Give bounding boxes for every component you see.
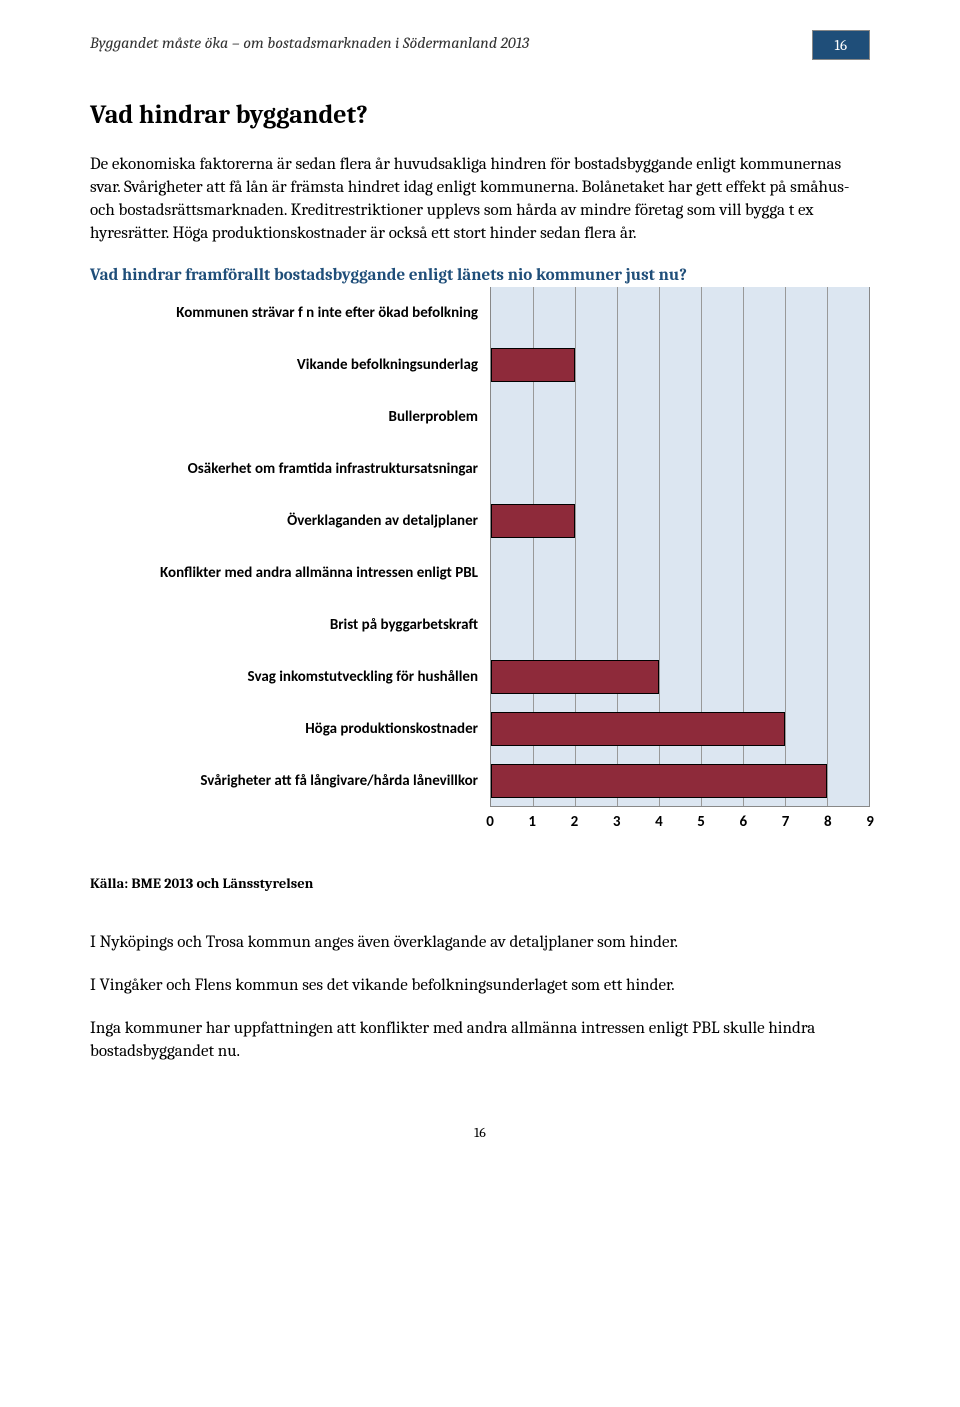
chart-x-tick: 3 <box>613 813 621 831</box>
chart-x-tick: 6 <box>740 813 748 831</box>
chart-bar-label: Kommunen strävar f n inte efter ökad bef… <box>90 287 490 339</box>
intro-paragraph: De ekonomiska faktorerna är sedan flera … <box>90 154 870 246</box>
chart-x-tick: 9 <box>866 813 874 831</box>
closing-paragraph-2: I Vingåker och Flens kommun ses det vika… <box>90 975 870 998</box>
chart-bar <box>491 504 575 538</box>
closing-paragraph-3: Inga kommuner har uppfattningen att konf… <box>90 1018 870 1064</box>
chart-bar-label: Brist på byggarbetskraft <box>90 599 490 651</box>
chart-source: Källa: BME 2013 och Länsstyrelsen <box>90 875 870 892</box>
chart-plot-area <box>490 287 870 807</box>
chart-bar <box>491 712 785 746</box>
chart-bar-row <box>491 651 869 703</box>
chart-bar-label: Svårigheter att få långivare/hårda lånev… <box>90 755 490 807</box>
chart-x-tick: 7 <box>782 813 790 831</box>
chart-bar <box>491 764 827 798</box>
chart-bar-label: Bullerproblem <box>90 391 490 443</box>
chart-bar-row <box>491 339 869 391</box>
chart-bar <box>491 348 575 382</box>
chart-x-axis: 0123456789 <box>490 807 870 835</box>
chart-x-tick: 8 <box>824 813 832 831</box>
bar-chart: Kommunen strävar f n inte efter ökad bef… <box>90 287 870 835</box>
chart-bar-row <box>491 547 869 599</box>
chart-plot: 0123456789 <box>490 287 870 835</box>
chart-x-tick: 1 <box>528 813 536 831</box>
page-header: Byggandet måste öka – om bostadsmarknade… <box>90 30 870 60</box>
chart-bar-label: Svag inkomstutveckling för hushållen <box>90 651 490 703</box>
footer-page-number: 16 <box>90 1124 870 1141</box>
chart-y-labels: Kommunen strävar f n inte efter ökad bef… <box>90 287 490 835</box>
chart-bar-row <box>491 599 869 651</box>
chart-bar-label: Höga produktionskostnader <box>90 703 490 755</box>
chart-bar-label: Konflikter med andra allmänna intressen … <box>90 547 490 599</box>
chart-bar-label: Överklaganden av detaljplaner <box>90 495 490 547</box>
chart-bar-row <box>491 443 869 495</box>
running-title: Byggandet måste öka – om bostadsmarknade… <box>90 30 812 52</box>
chart-bar <box>491 660 659 694</box>
page-title: Vad hindrar byggandet? <box>90 100 870 130</box>
page-number-badge: 16 <box>812 30 870 60</box>
closing-paragraph-1: I Nyköpings och Trosa kommun anges även … <box>90 932 870 955</box>
chart-x-tick: 2 <box>571 813 579 831</box>
chart-bar-label: Vikande befolkningsunderlag <box>90 339 490 391</box>
chart-x-tick: 4 <box>655 813 663 831</box>
chart-bar-row <box>491 703 869 755</box>
chart-bar-row <box>491 391 869 443</box>
chart-x-tick: 0 <box>486 813 494 831</box>
chart-x-tick: 5 <box>697 813 705 831</box>
chart-question: Vad hindrar framförallt bostadsbyggande … <box>90 266 870 285</box>
chart-bar-row <box>491 495 869 547</box>
chart-bar-row <box>491 755 869 807</box>
chart-bar-label: Osäkerhet om framtida infrastruktursatsn… <box>90 443 490 495</box>
chart-bar-row <box>491 287 869 339</box>
